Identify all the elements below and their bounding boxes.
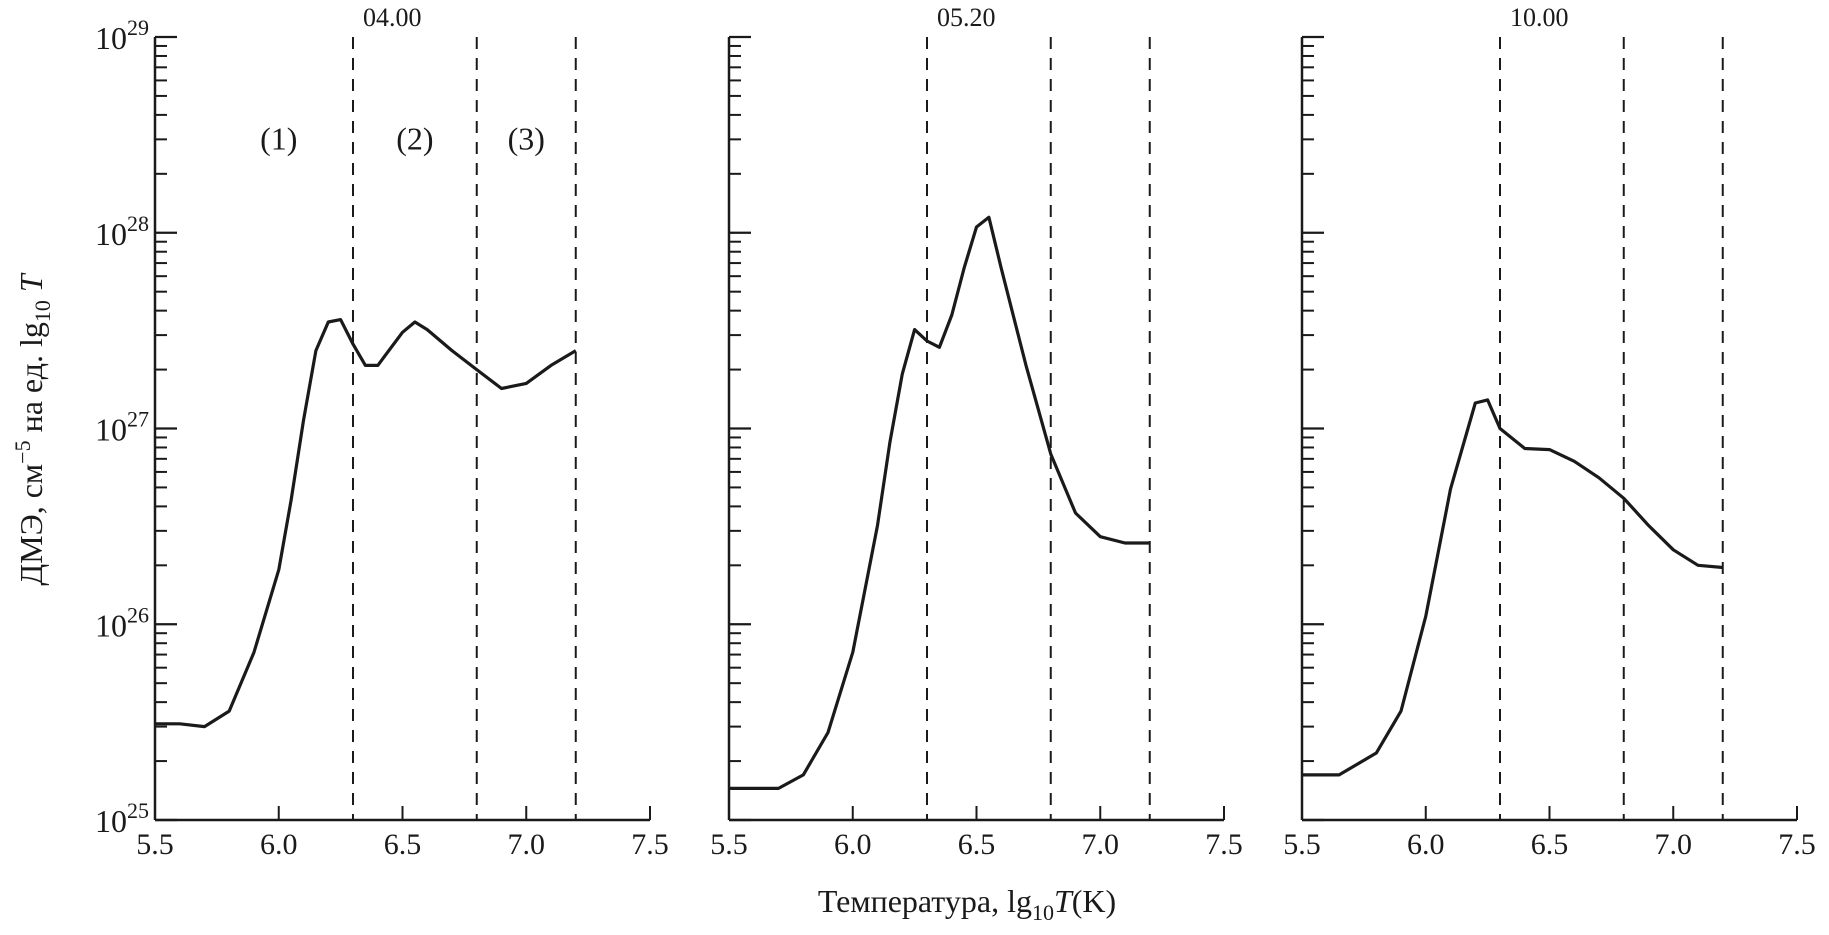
y-tick-label: 1027 <box>95 407 149 448</box>
x-tick-label: 5.5 <box>1283 828 1321 861</box>
y-tick-label-base: 10 <box>95 607 127 643</box>
x-tick-label: 5.5 <box>710 828 748 861</box>
x-tick-label: 7.5 <box>631 828 669 861</box>
y-axis-label-italic: T <box>13 272 49 300</box>
panel-title: 04.00 <box>363 3 422 32</box>
dem-curve <box>155 320 576 727</box>
x-tick-label: 7.0 <box>1082 828 1120 861</box>
x-tick-label: 6.5 <box>1531 828 1569 861</box>
y-tick-label-base: 10 <box>95 412 127 448</box>
x-axis-label-post: (K) <box>1072 883 1116 919</box>
y-axis-label-pre: ДМЭ, см <box>13 464 49 586</box>
y-tick-label: 1026 <box>95 602 149 643</box>
region-label: (3) <box>508 120 545 156</box>
panel-title: 10.00 <box>1510 3 1569 32</box>
y-tick-label-base: 10 <box>95 216 127 252</box>
y-axis-label-sup: −5 <box>10 440 35 463</box>
y-tick-label-exp: 29 <box>127 15 149 40</box>
x-axis-label: Температура, lg10T(K) <box>818 883 1116 925</box>
y-tick-label-exp: 26 <box>127 602 149 627</box>
y-tick-label-exp: 27 <box>127 407 149 432</box>
y-tick-label-exp: 25 <box>127 798 149 823</box>
x-tick-label: 7.0 <box>508 828 546 861</box>
region-label: (1) <box>260 120 297 156</box>
y-tick-label-base: 10 <box>95 803 127 839</box>
y-tick-label: 1028 <box>95 211 149 252</box>
x-axis-label-pre: Температура, lg <box>818 883 1032 919</box>
y-axis-label-sub: 10 <box>30 300 55 322</box>
x-axis-label-sub: 10 <box>1032 900 1054 925</box>
x-tick-label: 6.0 <box>834 828 872 861</box>
x-tick-label: 6.0 <box>1407 828 1445 861</box>
y-axis-label: ДМЭ, см−5 на ед. lg10 T <box>10 272 55 586</box>
dem-curve <box>729 217 1150 788</box>
panel-2: 5.5 6.0 6.5 7.0 7.5 05.20 <box>710 3 1243 861</box>
y-tick-label-exp: 28 <box>127 211 149 236</box>
x-tick-label: 7.5 <box>1205 828 1243 861</box>
x-tick-label: 6.0 <box>260 828 298 861</box>
panel-title: 05.20 <box>937 3 996 32</box>
x-tick-label: 5.5 <box>136 828 174 861</box>
y-tick-label: 1029 <box>95 15 149 56</box>
x-tick-label: 6.5 <box>958 828 996 861</box>
x-tick-label: 7.0 <box>1655 828 1693 861</box>
panel-3: 5.5 6.0 6.5 7.0 7.5 10.00 <box>1283 3 1816 861</box>
x-tick-label: 7.5 <box>1778 828 1816 861</box>
dem-curve <box>1302 400 1723 775</box>
region-label: (2) <box>396 120 433 156</box>
y-axis-label-mid: на ед. lg <box>13 322 49 440</box>
x-tick-label: 6.5 <box>384 828 422 861</box>
y-tick-label-base: 10 <box>95 20 127 56</box>
